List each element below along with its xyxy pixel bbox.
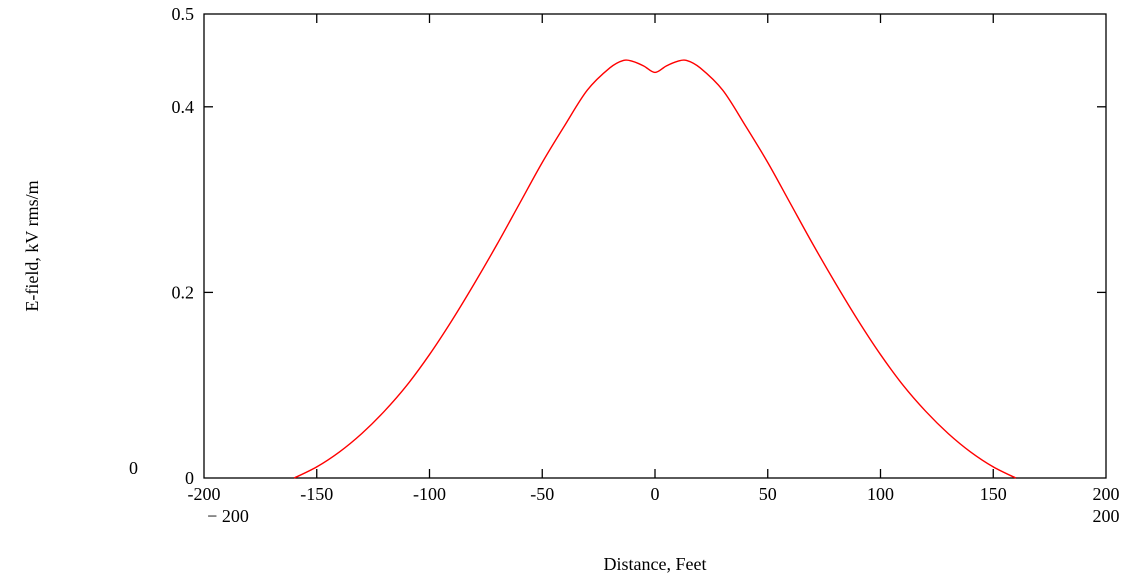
x-axis-title: Distance, Feet — [604, 554, 707, 574]
y-tick-label: 0.4 — [172, 97, 195, 117]
x-tick-label: 200 — [1093, 484, 1120, 504]
x-tick-label: -100 — [413, 484, 446, 504]
x-tick-label: 50 — [759, 484, 777, 504]
tick-marks — [204, 14, 1106, 478]
x-range-max-label: 200 — [1093, 506, 1120, 526]
y-tick-label: 0 — [185, 468, 194, 488]
x-range-min-label: − 200 — [207, 506, 249, 526]
y-range-min-label: 0 — [129, 458, 138, 478]
plot-frame — [203, 13, 1107, 479]
x-tick-label: 100 — [867, 484, 894, 504]
y-axis-title: E-field, kV rms/m — [22, 180, 42, 311]
y-tick-label: 0.2 — [172, 282, 195, 302]
x-tick-label: 0 — [651, 484, 660, 504]
y-tick-labels: 0 0.2 0.4 0.5 — [172, 4, 195, 488]
x-tick-label: -150 — [300, 484, 333, 504]
x-tick-label: -200 — [188, 484, 221, 504]
x-tick-label: -50 — [530, 484, 554, 504]
x-tick-labels: -200 -150 -100 -50 0 50 100 150 200 — [188, 484, 1120, 504]
series-line-efield — [293, 59, 1017, 479]
x-tick-label: 150 — [980, 484, 1007, 504]
y-tick-label: 0.5 — [172, 4, 195, 24]
